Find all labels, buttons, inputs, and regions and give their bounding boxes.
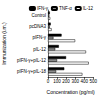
svg-text:pIFN-γ: pIFN-γ bbox=[33, 35, 47, 40]
svg-text:pIFN-γ+pIL-18: pIFN-γ+pIL-18 bbox=[17, 69, 46, 74]
svg-text:pIFN-γ+pIL-12: pIFN-γ+pIL-12 bbox=[17, 58, 46, 63]
svg-text:IFN-γ: IFN-γ bbox=[37, 6, 49, 11]
svg-text:500: 500 bbox=[89, 79, 97, 84]
svg-text:pIL-12: pIL-12 bbox=[33, 47, 46, 52]
svg-text:400: 400 bbox=[80, 79, 88, 84]
svg-text:0: 0 bbox=[47, 79, 50, 84]
svg-text:pcDNA3: pcDNA3 bbox=[29, 24, 46, 29]
svg-text:TNF-α: TNF-α bbox=[59, 6, 72, 11]
svg-text:200: 200 bbox=[62, 79, 70, 84]
svg-text:300: 300 bbox=[71, 79, 79, 84]
svg-text:Control: Control bbox=[31, 13, 46, 18]
svg-text:IL-12: IL-12 bbox=[83, 6, 94, 11]
svg-text:Immunization (i.m.): Immunization (i.m.) bbox=[1, 22, 7, 65]
svg-text:100: 100 bbox=[53, 79, 61, 84]
svg-text:Concentration (pg/ml): Concentration (pg/ml) bbox=[47, 89, 95, 95]
